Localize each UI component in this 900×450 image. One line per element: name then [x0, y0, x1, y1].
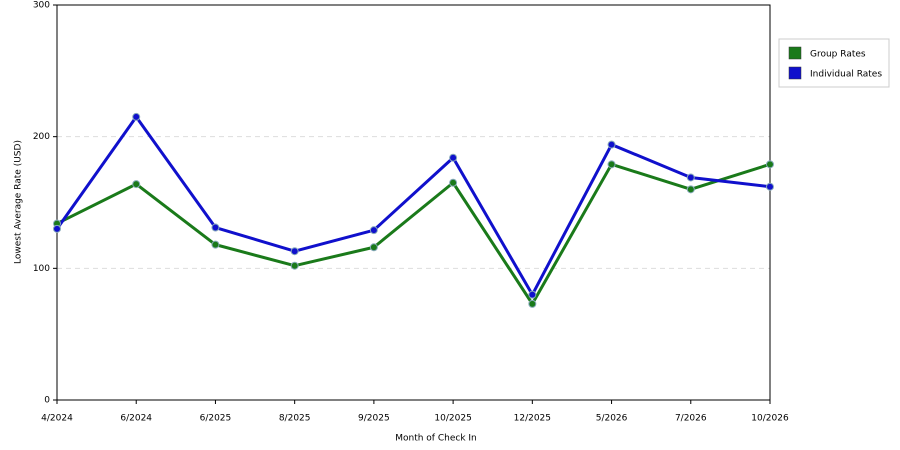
x-axis-title: Month of Check In [395, 434, 477, 444]
series-line [56, 162, 771, 306]
data-point [528, 290, 537, 299]
data-point [53, 224, 61, 233]
x-tick-label: 8/2025 [279, 414, 311, 424]
series-line [55, 115, 771, 297]
data-point [528, 299, 537, 308]
data-point [686, 173, 695, 182]
x-tick-label: 4/2024 [41, 414, 73, 424]
legend-box [778, 38, 890, 88]
y-tick-label: 100 [33, 264, 50, 274]
data-point [686, 185, 695, 194]
x-tick-label: 10/2026 [751, 414, 789, 424]
data-point [449, 153, 458, 162]
data-point [369, 226, 378, 235]
plot-frame [56, 4, 771, 401]
y-axis-title: Lowest Average Rate (USD) [14, 140, 24, 264]
data-point [211, 223, 220, 232]
x-tick-label: 6/2024 [120, 414, 152, 424]
data-point [766, 160, 774, 169]
data-point [369, 243, 378, 252]
x-tick-label: 7/2026 [675, 414, 707, 424]
data-point [290, 261, 299, 270]
data-point [211, 240, 220, 249]
y-tick-label: 0 [44, 396, 50, 406]
legend-swatch [788, 46, 802, 60]
x-tick-label: 9/2025 [358, 414, 390, 424]
y-tick-label: 300 [33, 1, 50, 11]
data-point [132, 180, 141, 189]
x-tick-label: 12/2025 [514, 414, 551, 424]
x-tick-label: 10/2025 [434, 414, 471, 424]
y-tick-label: 200 [33, 132, 50, 142]
data-point [607, 140, 616, 149]
data-point [607, 160, 616, 169]
data-point [766, 182, 774, 191]
legend-swatch [788, 66, 802, 80]
data-point [449, 178, 458, 187]
data-point [132, 112, 141, 121]
legend-label: Individual Rates [810, 70, 882, 80]
data-point [290, 247, 299, 256]
legend-label: Group Rates [810, 50, 866, 60]
x-tick-label: 5/2026 [596, 414, 628, 424]
x-tick-label: 6/2025 [200, 414, 232, 424]
